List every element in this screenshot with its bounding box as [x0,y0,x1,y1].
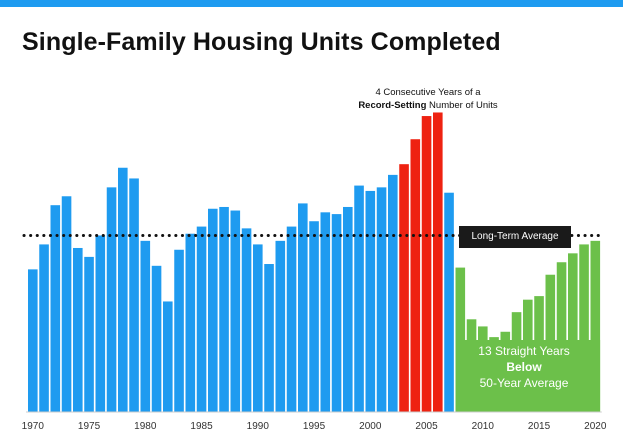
bar-1978 [118,167,128,412]
bar-1985 [196,226,207,412]
record-annotation-line2: Record-Setting Number of Units [338,99,518,112]
bar-1991 [264,264,274,412]
bar-1994 [298,203,308,412]
bar-1977 [106,187,117,412]
bar-2019 [579,244,589,412]
bar-1993 [286,226,297,412]
record-annotation: 4 Consecutive Years of a Record-Setting … [338,86,518,112]
x-tick-1980: 1980 [134,421,157,432]
x-tick-2000: 2000 [359,421,382,432]
bar-1971 [39,244,49,412]
bar-1981 [151,265,162,412]
bar-1989 [241,228,252,412]
record-annotation-bold: Record-Setting [358,100,427,111]
x-tick-1975: 1975 [78,421,101,432]
below-annotation-line3: 50-Year Average [479,376,569,390]
below-average-annotation: 13 Straight Years Below 50-Year Average [452,343,596,391]
chart-title: Single-Family Housing Units Completed [22,28,501,56]
bar-2017 [556,262,567,412]
bar-2003 [399,164,409,412]
bar-2012 [500,331,511,412]
x-tick-1970: 1970 [22,421,45,432]
bar-2013 [511,312,522,412]
bar-1998 [343,206,353,412]
bar-1975 [84,256,94,412]
bar-1979 [129,178,139,412]
bar-2000 [365,190,376,412]
bar-2009 [466,319,477,412]
x-tick-1985: 1985 [190,421,213,432]
bar-1974 [73,247,83,412]
record-annotation-rest: Number of Units [426,100,498,111]
below-annotation-line2: Below [506,360,542,374]
bar-2020 [590,240,601,412]
bar-2015 [534,296,544,412]
bar-1997 [331,214,342,412]
bar-1992 [275,240,286,412]
bar-2011 [489,337,499,412]
record-annotation-line1: 4 Consecutive Years of a [375,87,481,98]
bar-2002 [388,174,398,412]
bar-2007 [444,192,454,412]
bar-1995 [309,221,319,412]
top-accent-bar [0,0,623,7]
bar-2010 [478,326,488,412]
bar-1972 [50,205,61,412]
bar-2016 [545,274,556,412]
bar-2008 [455,267,466,412]
bar-2001 [376,187,387,412]
bar-2014 [523,299,533,412]
bar-1983 [174,249,184,412]
below-annotation-line1: 13 Straight Years [478,344,570,358]
bar-1976 [95,235,106,412]
bar-1999 [354,185,364,412]
bar-2018 [568,253,578,412]
bar-1973 [61,196,72,412]
x-tick-1990: 1990 [247,421,270,432]
bar-1986 [208,208,218,412]
long-term-average-label: Long-Term Average [459,226,571,248]
x-tick-2020: 2020 [584,421,607,432]
bar-1982 [163,301,173,412]
x-tick-2005: 2005 [415,421,438,432]
bar-2006 [433,112,443,412]
bar-2004 [410,139,421,412]
bar-1980 [140,240,151,412]
x-tick-2015: 2015 [528,421,551,432]
bar-2005 [421,116,432,413]
x-tick-2010: 2010 [472,421,495,432]
bar-1987 [219,206,229,412]
bar-1970 [28,269,38,412]
bar-1990 [253,244,263,412]
bar-1988 [230,210,241,412]
bar-1996 [320,212,331,412]
x-tick-1995: 1995 [303,421,326,432]
bar-1984 [185,233,196,412]
